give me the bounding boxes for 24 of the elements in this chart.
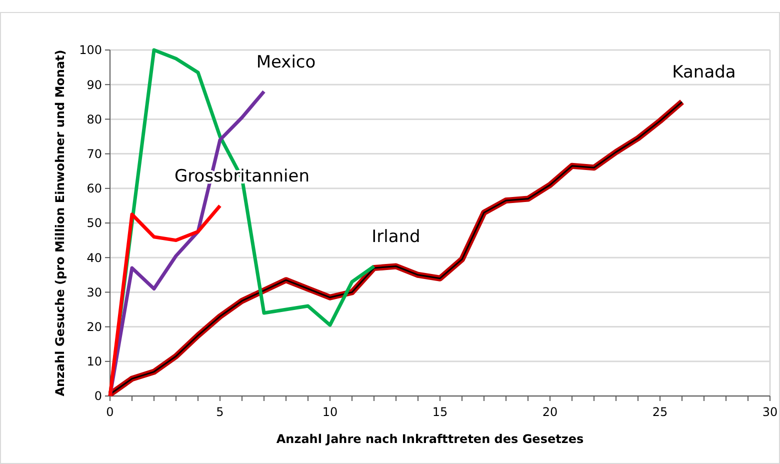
y-tick-label: 100 [79,43,102,58]
series-label: Irland [372,227,420,248]
y-tick-label: 40 [86,250,102,265]
y-tick-label: 50 [86,216,102,230]
y-axis-title: Anzahl Gesuche (pro Million Einwohner und Monat) [53,50,67,396]
y-tick-label: 90 [86,78,102,92]
y-tick-label: 80 [86,112,102,126]
y-tick-label: 20 [86,320,102,334]
x-tick-label: 25 [652,405,668,419]
line-series [108,204,222,398]
x-tick-label: 30 [762,405,778,419]
y-tick-label: 0 [94,389,102,404]
y-tick-label: 60 [86,182,102,196]
y-tick-label: 70 [86,147,102,161]
x-axis-title: Anzahl Jahre nach Inkrafttreten des Gesetzes [276,432,584,446]
series-label: Mexico [256,52,316,72]
x-tick-label: 10 [322,405,338,419]
y-tick-label: 10 [86,354,102,369]
y-tick-label: 30 [86,285,102,300]
x-tick-label: 5 [216,405,224,419]
x-tick-label: 0 [106,405,114,419]
series-label: Kanada [672,62,736,83]
x-tick-label: 15 [432,405,448,419]
x-tick-label: 20 [542,405,558,419]
